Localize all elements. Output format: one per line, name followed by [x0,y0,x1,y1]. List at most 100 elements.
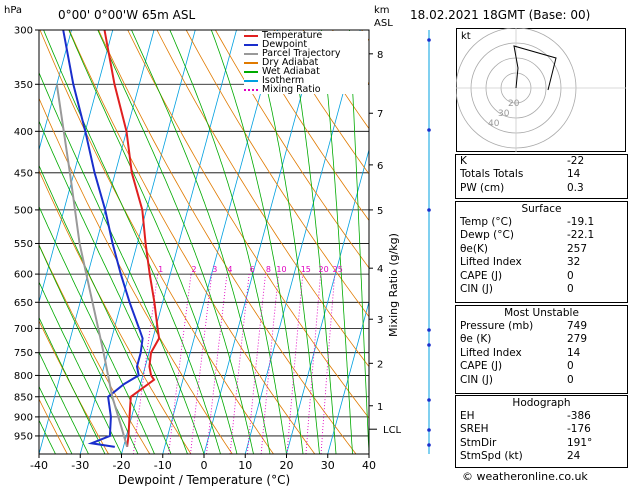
pressure-tick-label: 600 [14,270,33,281]
legend-item: Dry Adiabat [244,58,368,67]
index-value: 14 [567,168,581,181]
index-value: 32 [567,256,581,269]
index-row: θe(K) 257 [456,243,627,256]
legend-item: Dewpoint [244,40,368,49]
pressure-tick-label: 900 [14,412,33,423]
x-tick-label: 10 [238,459,252,472]
km-tick-label: 6 [377,161,383,172]
wet-adiabat-line [321,30,353,454]
mixing-ratio-line [320,274,336,454]
legend-swatch [244,79,258,82]
mixing-ratio-line [189,274,213,454]
index-value: 14 [567,346,581,359]
isotherm-line [327,300,369,454]
mixing-ratio-line [206,274,228,454]
wind-level-dot [427,328,431,332]
temperature-profile-line [103,30,161,448]
index-name: EH [460,410,475,422]
index-name: θe(K) [460,242,488,255]
index-name: SREH [460,423,489,436]
x-tick-label: -10 [154,459,172,472]
index-row: CIN (J) 0 [456,283,627,296]
mixing-ratio-label: 1 [158,265,163,274]
wet-adiabat-line [39,244,139,454]
mixing-ratio-axis-label: Mixing Ratio (g/kg) [387,233,400,337]
index-row: θe (K) 279 [456,333,627,346]
wet-adiabat-line [97,30,254,454]
wet-adiabat-line [39,205,155,454]
pressure-tick-label: 500 [14,205,33,216]
mixing-ratio-label: 3 [212,265,217,274]
mixing-ratio-label: 15 [301,265,311,274]
wet-adiabat-line [251,30,320,454]
index-row: CAPE (J) 0 [456,360,627,373]
legend-swatch [244,52,258,55]
x-tick-label: -30 [71,459,89,472]
index-row: EH -386 [456,410,627,423]
km-tick-label: 4 [377,264,383,275]
km-tick-label: 3 [377,315,383,326]
index-row: StmSpd (kt) 24 [456,450,627,463]
mixing-ratio-line [168,274,192,454]
pressure-tick-label: 550 [14,239,33,250]
x-tick-label: -40 [30,459,48,472]
index-name: StmSpd (kt) [460,450,523,463]
index-row: SREH -176 [456,423,627,436]
isotherm-line [162,30,279,454]
index-value: -22.1 [567,229,595,242]
legend-item: Wet Adiabat [244,67,368,76]
index-value: 0.3 [567,181,584,194]
legend-label: Parcel Trajectory [262,48,341,59]
index-value: 749 [567,320,588,332]
hpa-label: hPa [4,5,23,16]
x-tick-label: -20 [113,459,131,472]
index-value: 0 [567,269,574,282]
legend-label: Dry Adiabat [262,57,319,68]
mixing-ratio-label: 8 [266,265,271,274]
pressure-tick-label: 850 [14,392,33,403]
wind-level-dot [427,208,431,212]
x-tick-label: 30 [321,459,335,472]
pressure-tick-label: 800 [14,371,33,382]
mixing-ratio-label: 25 [333,265,343,274]
index-value: 0 [567,283,574,296]
index-name: Lifted Index [460,346,522,359]
index-row: PW (cm) 0.3 [456,182,627,195]
pressure-tick-label: 350 [14,80,33,91]
wet-adiabat-line [39,164,172,454]
lcl-label: LCL [383,425,402,436]
index-name: Totals Totals [460,168,524,181]
index-name: Lifted Index [460,256,522,269]
hodograph-ring-label: 20 [508,99,520,109]
wind-level-dot [427,428,431,432]
index-name: PW (cm) [460,181,505,194]
mixing-ratio-label: 10 [276,265,286,274]
mixing-ratio-label: 20 [319,265,329,274]
index-row: CIN (J) 0 [456,374,627,387]
pressure-tick-label: 300 [14,26,33,37]
pressure-tick-label: 700 [14,324,33,335]
index-value: 257 [567,242,588,255]
dry-adiabat-line [244,30,369,222]
wet-adiabat-line [39,385,73,454]
index-row: Temp (°C) -19.1 [456,216,627,229]
wind-level-dot [427,38,431,42]
indices-box: K -22 Totals Totals 14 PW (cm) 0.3 [455,154,628,199]
index-row: K -22 [456,155,627,168]
legend-item: Mixing Ratio [244,85,368,94]
dry-adiabat-line [185,30,369,318]
index-name: Pressure (mb) [460,320,534,332]
wet-adiabat-line [131,30,271,454]
mixing-ratio-line [305,274,322,454]
legend-item: Temperature [244,31,368,40]
wet-adiabat-line [39,351,89,454]
chart-legend: Temperature Dewpoint Parcel Trajectory Dry … [244,31,368,94]
index-value: -386 [567,410,591,422]
mixing-ratio-line [229,274,250,454]
wet-adiabat-line [68,30,238,454]
dry-adiabat-line [215,30,369,269]
wet-adiabat-line [288,30,337,454]
index-value: 279 [567,333,588,346]
mixing-ratio-line [286,274,304,454]
